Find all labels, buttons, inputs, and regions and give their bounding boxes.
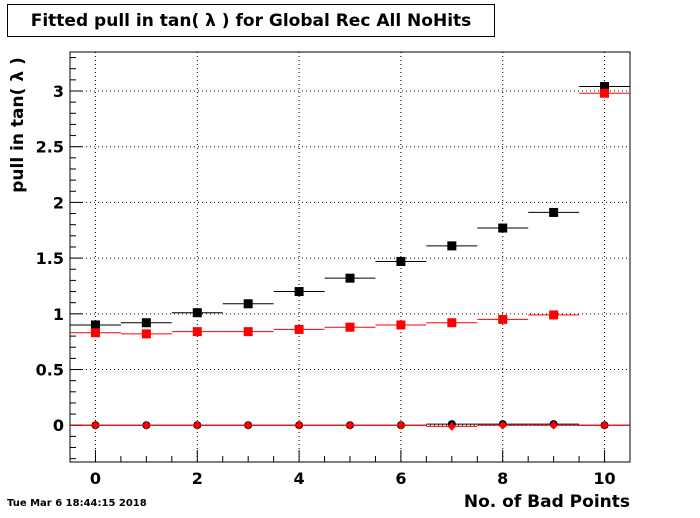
diamond-marker [91,420,100,430]
square-marker [549,310,559,320]
diamond-marker [346,420,354,430]
square-marker [90,320,100,330]
diamond-marker [498,420,507,430]
diamond-marker [447,421,456,431]
square-marker [447,318,457,328]
diamond-marker [193,420,202,430]
data-series [70,420,630,431]
x-tick-label: 8 [497,469,508,488]
x-tick-label: 0 [90,469,101,488]
square-marker [396,320,406,330]
square-marker [498,223,508,233]
diamond-marker [549,420,558,430]
timestamp: Tue Mar 6 18:44:15 2018 [7,498,147,509]
y-axis-label: pull in tan( λ ) [8,57,28,193]
plot-frame [69,51,631,463]
x-axis-label: No. of Bad Points [463,492,630,512]
y-tick-label: 0 [53,416,64,435]
square-marker [192,327,202,337]
y-tick-label: 2.5 [36,138,64,157]
y-tick-label: 3 [53,82,64,101]
square-marker [141,318,151,328]
x-tick-label: 4 [294,469,305,488]
square-marker [600,82,610,92]
diamond-marker [600,420,609,430]
square-marker [345,273,355,283]
square-marker [345,322,355,332]
square-marker [294,324,304,334]
y-tick-label: 0.5 [36,361,64,380]
x-tick-label: 6 [395,469,406,488]
y-tick-label: 1.5 [36,249,64,268]
y-tick-label: 1 [53,305,64,324]
square-marker [192,308,202,318]
diamond-marker [295,420,304,430]
square-marker [294,287,304,297]
data-series [70,88,630,339]
diamond-marker [142,420,151,430]
x-tick-label: 10 [593,469,615,488]
data-series [70,82,630,330]
x-tick-label: 2 [192,469,203,488]
chart-title: Fitted pull in tan( λ ) for Global Rec A… [7,4,495,37]
square-marker [90,328,100,338]
square-marker [396,256,406,266]
diamond-marker [396,420,405,430]
square-marker [549,207,559,217]
square-marker [141,329,151,339]
square-marker [600,88,610,98]
y-tick-label: 2 [53,193,64,212]
square-marker [447,241,457,251]
square-marker [243,299,253,309]
diamond-marker [244,420,253,430]
square-marker [243,327,253,337]
square-marker [498,314,508,324]
